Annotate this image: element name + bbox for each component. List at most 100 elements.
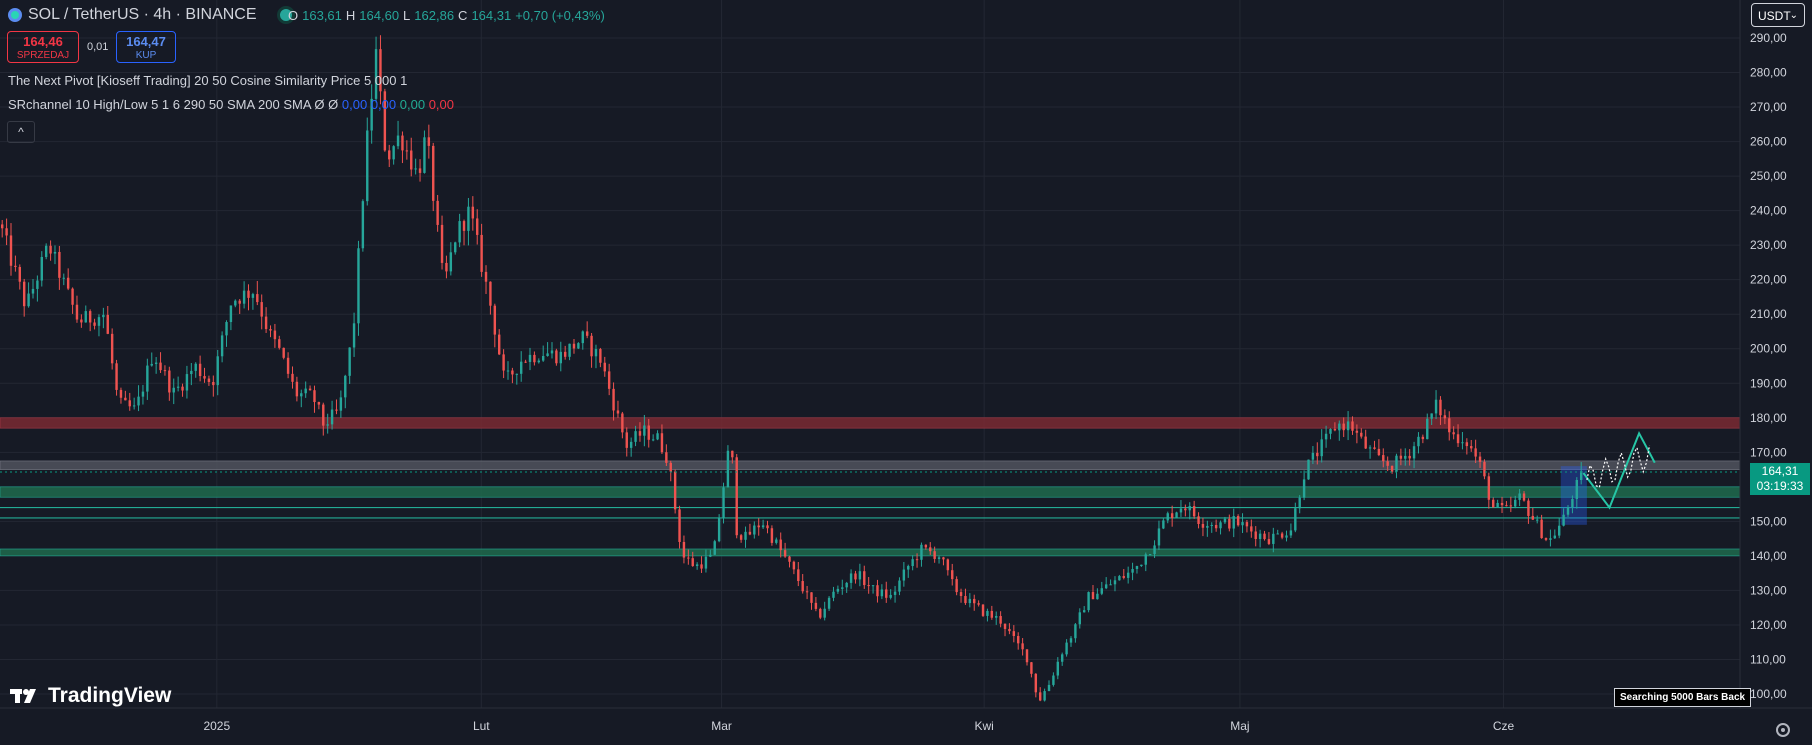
candle-body xyxy=(1439,399,1442,416)
candle-body xyxy=(920,544,923,560)
candle-body xyxy=(1008,628,1011,632)
candle-body xyxy=(1065,642,1068,655)
time-tick-label: Maj xyxy=(1230,719,1249,733)
candle-body xyxy=(1017,636,1020,644)
candle-body xyxy=(304,388,307,394)
candle-body xyxy=(1316,452,1319,457)
candle-body xyxy=(1122,576,1125,578)
candle-body xyxy=(317,402,321,405)
candle-body xyxy=(731,450,734,458)
candle-body xyxy=(405,150,409,152)
candle-body xyxy=(53,251,57,254)
candle-body xyxy=(893,591,897,595)
candle-body xyxy=(1342,423,1345,431)
candle-body xyxy=(212,381,215,386)
candle-body xyxy=(1126,572,1130,578)
candle-body xyxy=(97,317,101,326)
candle-body xyxy=(775,539,778,543)
candle-body xyxy=(1478,456,1482,462)
tradingview-logo[interactable]: TradingView xyxy=(10,684,171,708)
candle-body xyxy=(242,290,246,304)
candle-body xyxy=(836,588,840,592)
time-tick-label: Kwi xyxy=(974,719,993,733)
ohlc-values: O 163,61 H 164,60 L 162,86 C 164,31 +0,7… xyxy=(288,8,605,23)
candle-body xyxy=(172,387,175,393)
candle-body xyxy=(678,509,681,542)
candle-body xyxy=(102,314,105,318)
candle-body xyxy=(594,349,598,357)
candle-body xyxy=(528,354,532,362)
candle-body xyxy=(1421,436,1425,440)
candle-body xyxy=(955,579,958,593)
candle-body xyxy=(995,616,998,618)
symbol-header[interactable]: SOL / TetherUS · 4h · BINANCE xyxy=(8,6,295,24)
candle-body xyxy=(141,391,145,397)
price-tick-label: 150,00 xyxy=(1750,514,1787,528)
price-tick-label: 120,00 xyxy=(1750,618,1787,632)
candle-body xyxy=(295,381,299,397)
candle-body xyxy=(841,587,844,589)
price-tick-label: 290,00 xyxy=(1750,31,1787,45)
candle-body xyxy=(1522,493,1526,501)
time-axis[interactable]: 2025 Lut Mar Kwi Maj Cze xyxy=(0,707,1812,733)
candle-body xyxy=(726,450,730,488)
candle-body xyxy=(669,462,672,472)
candle-body xyxy=(361,201,365,249)
candle-body xyxy=(1329,428,1332,434)
candle-body xyxy=(9,235,13,266)
last-price-value: 164,31 xyxy=(1761,464,1799,478)
price-tick-label: 240,00 xyxy=(1750,204,1787,218)
symbol-title[interactable]: SOL / TetherUS · 4h · BINANCE xyxy=(28,6,257,23)
currency-select[interactable]: USDT ⌄ xyxy=(1751,3,1805,27)
candle-body xyxy=(1135,566,1139,570)
candle-body xyxy=(1294,508,1297,531)
candle-body xyxy=(880,589,884,597)
candle-body xyxy=(137,396,140,406)
candle-body xyxy=(1043,691,1046,701)
candle-body xyxy=(379,49,382,92)
candle-body xyxy=(14,265,17,267)
candle-body xyxy=(695,564,699,567)
collapse-indicators-button[interactable]: ^ xyxy=(7,121,35,143)
candle-body xyxy=(1557,525,1561,536)
candle-body xyxy=(0,224,4,229)
candle-body xyxy=(124,397,127,401)
candle-body xyxy=(44,245,48,257)
candle-body xyxy=(660,433,664,453)
candle-body xyxy=(1360,432,1363,437)
price-tick-label: 260,00 xyxy=(1750,135,1787,149)
chevron-up-icon: ^ xyxy=(18,125,24,139)
candle-body xyxy=(1505,505,1508,507)
candle-body xyxy=(858,571,862,580)
price-axis[interactable]: 290,00 280,00 270,00 260,00 250,00 240,00 230,… xyxy=(1739,0,1787,708)
candle-body xyxy=(1280,533,1284,538)
sell-price: 164,46 xyxy=(23,34,63,49)
candle-body xyxy=(18,266,22,282)
candle-body xyxy=(432,145,435,201)
candle-body xyxy=(1082,610,1086,613)
candle-body xyxy=(599,349,602,363)
sell-button[interactable]: 164,46 SPRZEDAJ xyxy=(7,31,79,63)
candle-body xyxy=(1298,497,1301,509)
candle-body xyxy=(1100,588,1103,594)
candle-body xyxy=(867,585,870,587)
price-tick-label: 140,00 xyxy=(1750,549,1787,563)
candle-body xyxy=(665,452,668,463)
candle-body xyxy=(779,539,782,551)
candle-body xyxy=(1289,530,1293,536)
support-zone xyxy=(0,548,1741,557)
buy-button[interactable]: 164,47 KUP xyxy=(116,31,176,63)
time-tick-label: Mar xyxy=(711,719,732,733)
candle-body xyxy=(388,150,391,160)
projection-path xyxy=(1582,430,1656,510)
settings-gear-icon[interactable] xyxy=(1776,723,1790,737)
candle-body xyxy=(1333,428,1337,431)
indicator-next-pivot[interactable]: The Next Pivot [Kioseff Trading] 20 50 C… xyxy=(8,73,408,88)
bar-countdown: 03:19:33 xyxy=(1756,479,1804,493)
candle-body xyxy=(484,271,488,282)
tradingview-logo-icon xyxy=(10,689,36,703)
candle-body xyxy=(845,582,848,588)
indicator-srchannel[interactable]: SRchannel 10 High/Low 5 1 6 290 50 SMA 2… xyxy=(8,97,454,112)
market-open-dot-icon xyxy=(276,6,295,24)
